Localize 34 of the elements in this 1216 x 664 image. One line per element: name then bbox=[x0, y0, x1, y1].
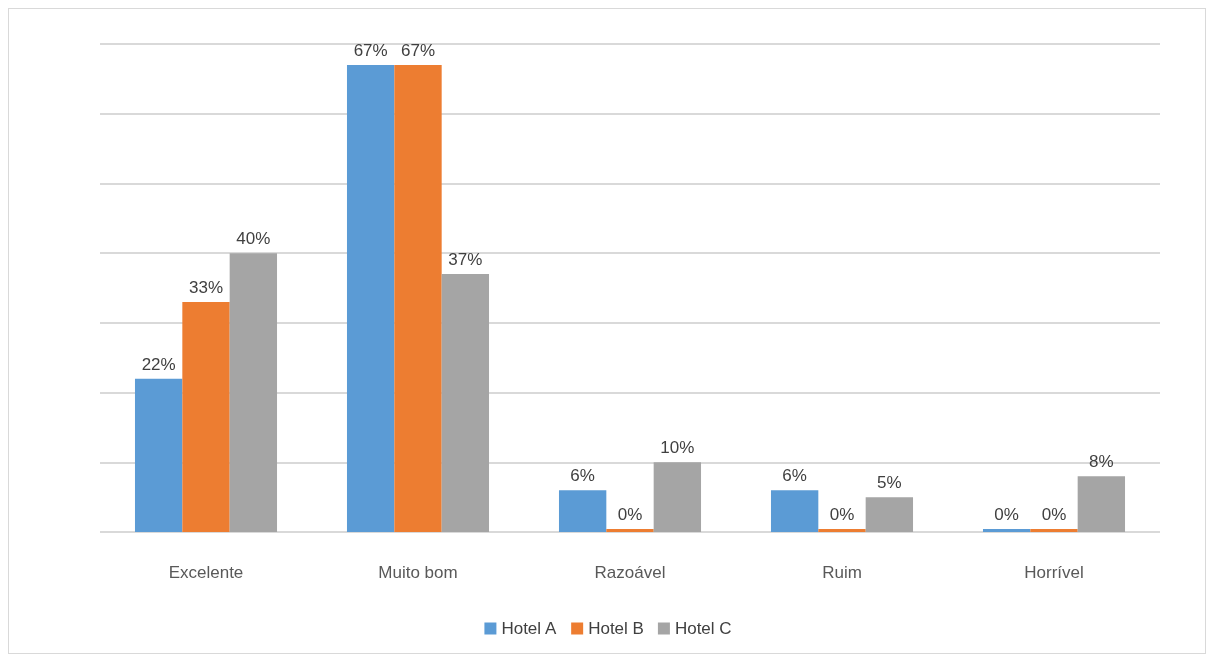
data-label: 33% bbox=[188, 277, 224, 297]
data-label: 10% bbox=[660, 438, 695, 458]
legend-label: Hotel B bbox=[588, 619, 644, 638]
bar bbox=[134, 378, 183, 532]
x-tick-label: Razoável bbox=[594, 563, 666, 582]
data-label: 22% bbox=[141, 354, 176, 374]
bar bbox=[441, 274, 490, 532]
data-label: 67% bbox=[400, 40, 436, 60]
bar bbox=[229, 253, 278, 532]
legend-label: Hotel A bbox=[501, 619, 557, 638]
data-label: 37% bbox=[448, 250, 483, 270]
data-label: 6% bbox=[782, 466, 807, 486]
data-label: 67% bbox=[353, 40, 388, 60]
bar bbox=[558, 490, 607, 532]
data-label: 40% bbox=[236, 229, 271, 249]
data-label: 6% bbox=[570, 466, 595, 486]
bar bbox=[865, 497, 914, 532]
bar bbox=[653, 462, 702, 532]
data-label: 0% bbox=[617, 505, 643, 524]
x-tick-label: Horrível bbox=[1024, 563, 1084, 582]
x-tick-label: Ruim bbox=[822, 563, 862, 582]
legend-label: Hotel C bbox=[674, 619, 732, 638]
data-label: 0% bbox=[994, 505, 1019, 524]
data-label: 5% bbox=[877, 473, 902, 493]
bar bbox=[1077, 476, 1126, 532]
data-label: 8% bbox=[1089, 452, 1114, 472]
x-tick-label: Muito bom bbox=[378, 563, 458, 582]
data-label: 0% bbox=[829, 505, 855, 524]
bar bbox=[394, 64, 442, 532]
x-tick-label: Excelente bbox=[168, 563, 244, 582]
data-label: 0% bbox=[1041, 505, 1067, 524]
bar bbox=[770, 490, 819, 532]
bar bbox=[182, 301, 230, 532]
bar bbox=[346, 64, 395, 532]
